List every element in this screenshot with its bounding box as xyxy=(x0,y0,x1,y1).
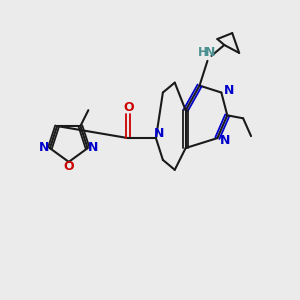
Text: N: N xyxy=(88,141,99,154)
Text: N: N xyxy=(39,141,49,154)
Text: N: N xyxy=(224,84,234,97)
Text: O: O xyxy=(123,101,134,114)
Text: N: N xyxy=(154,127,164,140)
Text: N: N xyxy=(220,134,230,147)
Text: H: H xyxy=(198,46,207,59)
Text: N: N xyxy=(205,46,216,59)
Text: O: O xyxy=(63,160,74,173)
